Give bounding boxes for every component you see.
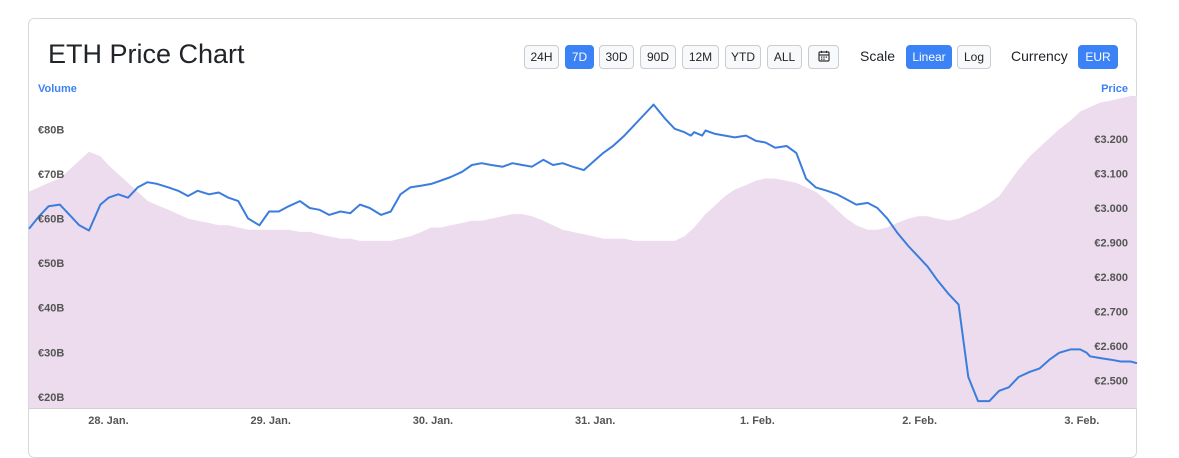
price-tick-label: €2.900 bbox=[1094, 238, 1128, 250]
scale-button-log[interactable]: Log bbox=[957, 45, 991, 69]
price-line bbox=[28, 103, 1138, 403]
volume-tick-label: €60B bbox=[38, 214, 64, 226]
currency-button-eur[interactable]: EUR bbox=[1078, 45, 1118, 69]
volume-tick-label: €70B bbox=[38, 169, 64, 181]
x-tick-label: 30. Jan. bbox=[413, 415, 453, 427]
currency-label: Currency bbox=[1011, 48, 1068, 64]
x-tick-label: 1. Feb. bbox=[740, 415, 775, 427]
x-tick-label: 3. Feb. bbox=[1064, 415, 1099, 427]
x-tick-label: 28. Jan. bbox=[88, 415, 128, 427]
calendar-button[interactable] bbox=[808, 45, 839, 69]
x-tick-label: 31. Jan. bbox=[575, 415, 615, 427]
price-tick-label: €2.600 bbox=[1094, 341, 1128, 353]
price-tick-label: €3.000 bbox=[1094, 203, 1128, 215]
range-button-ytd[interactable]: YTD bbox=[725, 45, 761, 69]
volume-tick-label: €30B bbox=[38, 347, 64, 359]
range-button-all[interactable]: ALL bbox=[767, 45, 802, 69]
volume-tick-label: €20B bbox=[38, 392, 64, 404]
x-tick-label: 2. Feb. bbox=[902, 415, 937, 427]
volume-tick-label: €50B bbox=[38, 258, 64, 270]
volume-axis-title: Volume bbox=[38, 83, 77, 95]
volume-tick-label: €40B bbox=[38, 303, 64, 315]
price-tick-label: €2.800 bbox=[1094, 272, 1128, 284]
price-axis-title: Price bbox=[1101, 83, 1128, 95]
price-tick-label: €2.500 bbox=[1094, 375, 1128, 387]
range-button-7d[interactable]: 7D bbox=[565, 45, 594, 69]
calendar-icon bbox=[817, 50, 830, 62]
range-button-12m[interactable]: 12M bbox=[682, 45, 719, 69]
volume-area bbox=[29, 96, 1137, 408]
price-tick-label: €2.700 bbox=[1094, 306, 1128, 318]
range-button-30d[interactable]: 30D bbox=[599, 45, 634, 69]
range-button-90d[interactable]: 90D bbox=[640, 45, 676, 69]
price-tick-label: €3.100 bbox=[1094, 169, 1128, 181]
volume-tick-label: €80B bbox=[38, 124, 64, 136]
x-tick-label: 29. Jan. bbox=[251, 415, 291, 427]
page-title: ETH Price Chart bbox=[48, 39, 245, 69]
scale-button-linear[interactable]: Linear bbox=[906, 45, 952, 69]
price-tick-label: €3.200 bbox=[1094, 134, 1128, 146]
scale-label: Scale bbox=[860, 48, 896, 64]
range-button-24h[interactable]: 24H bbox=[524, 45, 559, 69]
